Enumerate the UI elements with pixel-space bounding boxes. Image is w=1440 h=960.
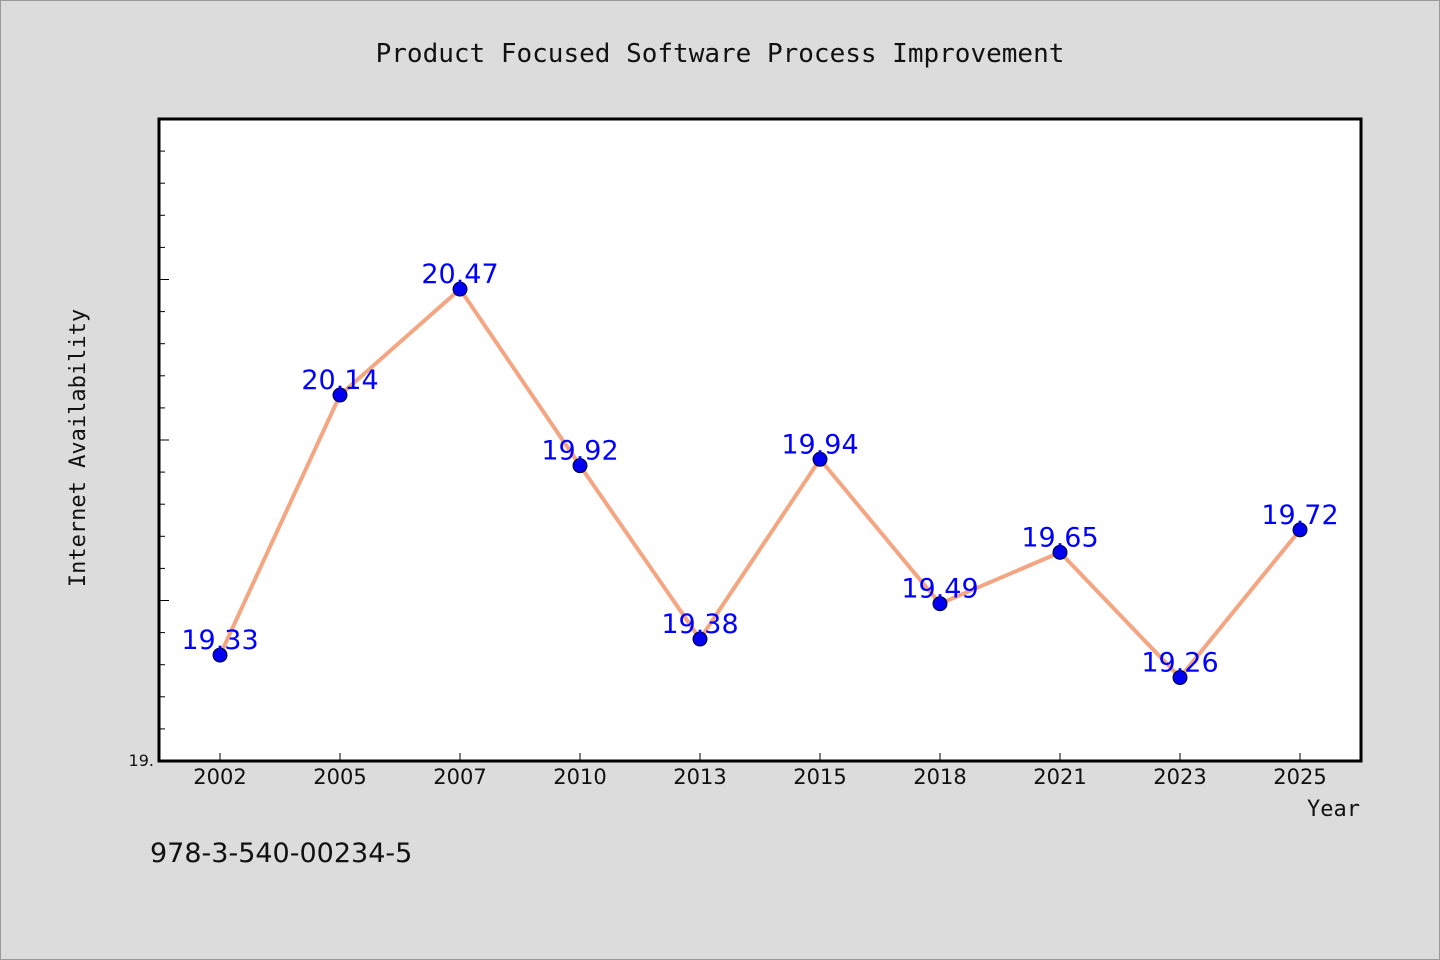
data-point — [1052, 544, 1068, 560]
data-label: 19.26 — [1141, 648, 1218, 679]
data-label: 19.94 — [781, 429, 858, 460]
x-tick-label: 2023 — [1153, 765, 1206, 789]
x-tick-label: 2005 — [313, 765, 366, 789]
data-point — [812, 451, 828, 467]
x-tick-label: 2025 — [1273, 765, 1326, 789]
data-point — [572, 458, 588, 474]
data-labels: 19.33 20.14 20.47 19.92 19.38 19.94 19.49 19.65… — [181, 259, 1338, 678]
series-line — [218, 287, 1302, 680]
x-tick-label: 2007 — [433, 765, 486, 789]
x-tick-label: 2010 — [553, 765, 606, 789]
x-tick-label: 2013 — [673, 765, 726, 789]
series-markers — [212, 281, 1308, 686]
x-tick-label: 2002 — [193, 765, 246, 789]
data-label: 19.92 — [541, 436, 618, 467]
data-point — [932, 596, 948, 612]
chart-title: Product Focused Software Process Improve… — [376, 39, 1065, 69]
isbn-text: 978-3-540-00234-5 — [150, 838, 412, 869]
x-tick-label: 2021 — [1033, 765, 1086, 789]
x-axis-ticks — [219, 753, 1301, 761]
y-axis-ticks — [159, 150, 169, 730]
y-tick-label: 19. — [129, 751, 154, 770]
data-label: 19.49 — [901, 574, 978, 605]
data-label: 19.33 — [181, 625, 258, 656]
x-axis-label: Year — [1307, 797, 1360, 822]
data-label: 19.38 — [661, 609, 738, 640]
data-label: 20.47 — [421, 259, 498, 290]
plot-area — [157, 117, 1363, 763]
data-point — [452, 281, 468, 297]
x-tick-labels: 2002 2005 2007 2010 2013 2015 2018 2021 2023 2025 — [193, 765, 1326, 789]
data-label: 20.14 — [301, 365, 378, 396]
data-point — [212, 647, 228, 663]
y-axis-label: Internet Availability — [66, 309, 91, 587]
data-point — [692, 631, 708, 647]
data-point — [332, 387, 348, 403]
series-polyline — [218, 287, 1302, 680]
data-label: 19.65 — [1021, 522, 1098, 553]
data-label: 19.72 — [1261, 500, 1338, 531]
x-tick-label: 2018 — [913, 765, 966, 789]
data-point — [1292, 522, 1308, 538]
x-tick-label: 2015 — [793, 765, 846, 789]
data-point — [1172, 670, 1188, 686]
